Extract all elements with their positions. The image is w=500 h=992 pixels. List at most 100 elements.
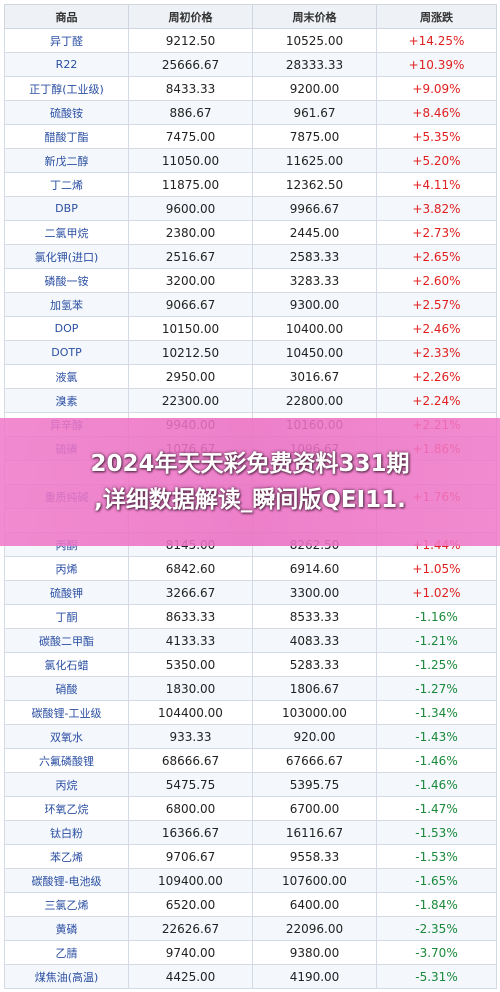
- table-row: 碳酸二甲酯 4133.33 4083.33 -1.21%: [4, 628, 497, 653]
- table-row: 碳酸锂-电池级 109400.00 107600.00 -1.65%: [4, 868, 497, 893]
- start-price-cell: 9706.67: [128, 844, 253, 869]
- table-row: 丙烷 5475.75 5395.75 -1.46%: [4, 772, 497, 797]
- end-price-cell: 1806.67: [252, 676, 377, 701]
- product-name-cell: 磷酸一铵: [4, 268, 129, 293]
- price-table: 商品 周初价格 周末价格 周涨跌 异丁醛 9212.50 10525.00 +14.2…: [4, 4, 497, 989]
- end-price-cell: 3283.33: [252, 268, 377, 293]
- table-row: 丁二烯 11875.00 12362.50 +4.11%: [4, 172, 497, 197]
- start-price-cell: 9740.00: [128, 940, 253, 965]
- weekly-change-cell: -1.84%: [376, 892, 497, 917]
- end-price-cell: 6700.00: [252, 796, 377, 821]
- table-row: 三氯乙烯 6520.00 6400.00 -1.84%: [4, 892, 497, 917]
- weekly-change-cell: +1.02%: [376, 580, 497, 605]
- weekly-change-cell: +2.33%: [376, 340, 497, 365]
- table-body: 异丁醛 9212.50 10525.00 +14.25% R22 25666.67 2833…: [4, 28, 497, 989]
- end-price-cell: 28333.33: [252, 52, 377, 77]
- end-price-cell: 9300.00: [252, 292, 377, 317]
- weekly-change-cell: -1.16%: [376, 604, 497, 629]
- product-name-cell: 黄磷: [4, 916, 129, 941]
- end-price-cell: 3300.00: [252, 580, 377, 605]
- table-row: 丁酮 8633.33 8533.33 -1.16%: [4, 604, 497, 629]
- table-row: 氯化钾(进口) 2516.67 2583.33 +2.65%: [4, 244, 497, 269]
- start-price-cell: 6842.60: [128, 556, 253, 581]
- start-price-cell: 9600.00: [128, 196, 253, 221]
- product-name-cell: 二氯甲烷: [4, 220, 129, 245]
- start-price-cell: 7475.00: [128, 124, 253, 149]
- product-name-cell: 氯化石蜡: [4, 652, 129, 677]
- product-name-cell: 硝酸: [4, 676, 129, 701]
- end-price-cell: 4083.33: [252, 628, 377, 653]
- end-price-cell: 67666.67: [252, 748, 377, 773]
- start-price-cell: 2380.00: [128, 220, 253, 245]
- table-row: 环氧乙烷 6800.00 6700.00 -1.47%: [4, 796, 497, 821]
- end-price-cell: 6914.60: [252, 556, 377, 581]
- end-price-cell: 961.67: [252, 100, 377, 125]
- weekly-change-cell: +2.24%: [376, 388, 497, 413]
- table-header-row: 商品 周初价格 周末价格 周涨跌: [4, 4, 497, 29]
- weekly-change-cell: -1.43%: [376, 724, 497, 749]
- end-price-cell: 2583.33: [252, 244, 377, 269]
- start-price-cell: 11050.00: [128, 148, 253, 173]
- header-product: 商品: [4, 4, 129, 29]
- table-row: 丙烯 6842.60 6914.60 +1.05%: [4, 556, 497, 581]
- start-price-cell: 886.67: [128, 100, 253, 125]
- start-price-cell: 3200.00: [128, 268, 253, 293]
- weekly-change-cell: -1.47%: [376, 796, 497, 821]
- weekly-change-cell: +2.65%: [376, 244, 497, 269]
- product-name-cell: 硫酸钾: [4, 580, 129, 605]
- weekly-change-cell: -1.65%: [376, 868, 497, 893]
- product-name-cell: 液氯: [4, 364, 129, 389]
- table-row: 黄磷 22626.67 22096.00 -2.35%: [4, 916, 497, 941]
- end-price-cell: 6400.00: [252, 892, 377, 917]
- weekly-change-cell: +2.57%: [376, 292, 497, 317]
- product-name-cell: 环氧乙烷: [4, 796, 129, 821]
- table-row: 钛白粉 16366.67 16116.67 -1.53%: [4, 820, 497, 845]
- start-price-cell: 8633.33: [128, 604, 253, 629]
- weekly-change-cell: -1.53%: [376, 844, 497, 869]
- table-row: 溴素 22300.00 22800.00 +2.24%: [4, 388, 497, 413]
- end-price-cell: 10450.00: [252, 340, 377, 365]
- product-name-cell: 煤焦油(高温): [4, 964, 129, 989]
- product-name-cell: 异丁醛: [4, 28, 129, 53]
- weekly-change-cell: +1.05%: [376, 556, 497, 581]
- table-row: 加氢苯 9066.67 9300.00 +2.57%: [4, 292, 497, 317]
- product-name-cell: DBP: [4, 196, 129, 221]
- header-start-price: 周初价格: [128, 4, 253, 29]
- end-price-cell: 22096.00: [252, 916, 377, 941]
- product-name-cell: 六氟磷酸锂: [4, 748, 129, 773]
- product-name-cell: DOP: [4, 316, 129, 341]
- product-name-cell: 醋酸丁酯: [4, 124, 129, 149]
- weekly-change-cell: +2.46%: [376, 316, 497, 341]
- product-name-cell: 碳酸锂-工业级: [4, 700, 129, 725]
- start-price-cell: 4133.33: [128, 628, 253, 653]
- price-table-container: 商品 周初价格 周末价格 周涨跌 异丁醛 9212.50 10525.00 +14.2…: [4, 4, 497, 989]
- table-row: 硫酸钾 3266.67 3300.00 +1.02%: [4, 580, 497, 605]
- start-price-cell: 6520.00: [128, 892, 253, 917]
- table-row: 硫酸铵 886.67 961.67 +8.46%: [4, 100, 497, 125]
- table-row: DOTP 10212.50 10450.00 +2.33%: [4, 340, 497, 365]
- end-price-cell: 9200.00: [252, 76, 377, 101]
- product-name-cell: 丙烷: [4, 772, 129, 797]
- table-row: DBP 9600.00 9966.67 +3.82%: [4, 196, 497, 221]
- table-row: 乙腈 9740.00 9380.00 -3.70%: [4, 940, 497, 965]
- header-weekly-change: 周涨跌: [376, 4, 497, 29]
- weekly-change-cell: -5.31%: [376, 964, 497, 989]
- weekly-change-cell: +5.35%: [376, 124, 497, 149]
- end-price-cell: 9966.67: [252, 196, 377, 221]
- weekly-change-cell: +2.26%: [376, 364, 497, 389]
- weekly-change-cell: +8.46%: [376, 100, 497, 125]
- table-row: 醋酸丁酯 7475.00 7875.00 +5.35%: [4, 124, 497, 149]
- end-price-cell: 7875.00: [252, 124, 377, 149]
- weekly-change-cell: +5.20%: [376, 148, 497, 173]
- start-price-cell: 9212.50: [128, 28, 253, 53]
- product-name-cell: 乙腈: [4, 940, 129, 965]
- table-row: 正丁醇(工业级) 8433.33 9200.00 +9.09%: [4, 76, 497, 101]
- start-price-cell: 10150.00: [128, 316, 253, 341]
- start-price-cell: 933.33: [128, 724, 253, 749]
- weekly-change-cell: -2.35%: [376, 916, 497, 941]
- end-price-cell: 4190.00: [252, 964, 377, 989]
- end-price-cell: 107600.00: [252, 868, 377, 893]
- table-row: 双氧水 933.33 920.00 -1.43%: [4, 724, 497, 749]
- end-price-cell: 16116.67: [252, 820, 377, 845]
- weekly-change-cell: -3.70%: [376, 940, 497, 965]
